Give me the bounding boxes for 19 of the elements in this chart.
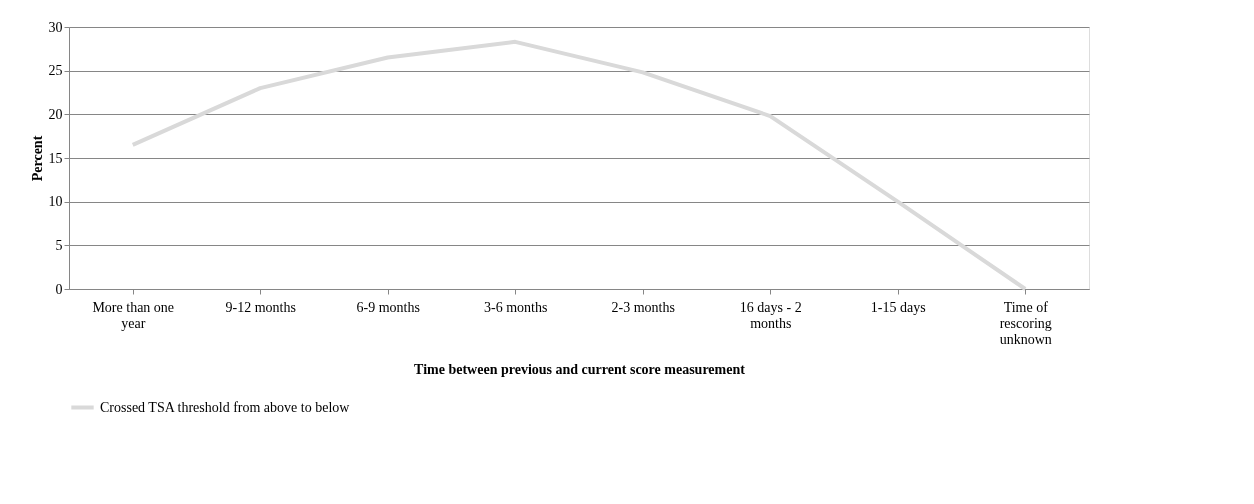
y-tick-label: 15 — [48, 150, 63, 166]
y-tick-label: 5 — [55, 237, 63, 253]
x-tick-label: More than one year — [92, 299, 175, 331]
x-axis-title: Time between previous and current score measurement — [414, 361, 746, 377]
x-tick-label: 9-12 months — [225, 299, 296, 315]
y-tick-label: 10 — [48, 194, 63, 210]
legend-label: Crossed TSA threshold from above to below — [100, 399, 351, 415]
x-tick-label: Time of rescoring unknown — [999, 299, 1052, 347]
y-axis-title: Percent — [29, 135, 45, 182]
x-tick-label: 3-6 months — [484, 299, 548, 315]
line-series — [130, 39, 1028, 291]
x-tick-label: 2-3 months — [611, 299, 675, 315]
x-tick-label: 16 days - 2 months — [739, 299, 802, 331]
x-tick-label: 1-15 days — [870, 299, 926, 315]
y-tick-label: 30 — [48, 19, 63, 35]
y-tick-label: 25 — [48, 63, 63, 79]
y-tick-label: 0 — [55, 281, 63, 297]
y-tick-label: 20 — [48, 106, 63, 122]
x-tick-label: 6-9 months — [356, 299, 420, 315]
